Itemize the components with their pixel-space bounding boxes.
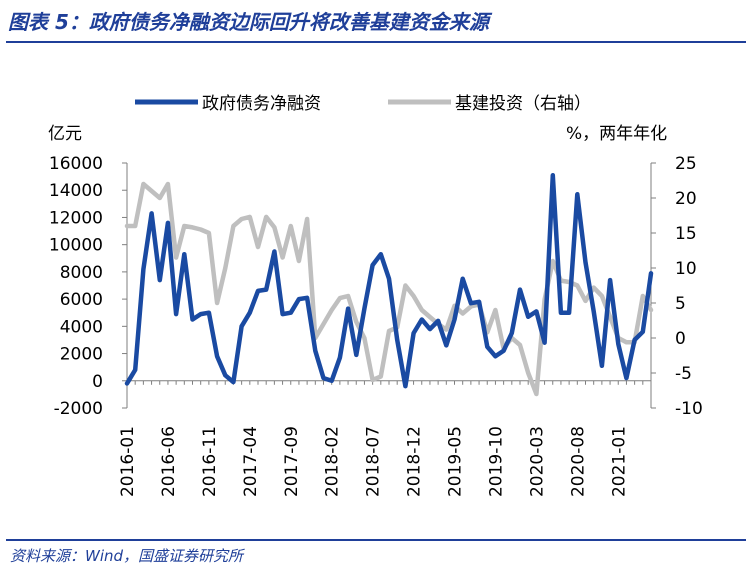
x-tick-label: 2018-02 (323, 426, 343, 497)
right-tick-label: 10 (675, 259, 697, 279)
left-tick-label: 2000 (60, 345, 103, 365)
chart-title: 图表 5：政府债务净融资边际回升将改善基建资金来源 (8, 10, 489, 34)
left-tick-label: 16000 (49, 154, 103, 174)
left-tick-label: 12000 (49, 208, 103, 228)
left-axis-unit: 亿元 (48, 124, 82, 144)
series-line-primary (124, 173, 654, 389)
x-tick-label: 2018-12 (405, 426, 425, 497)
right-tick-label: 5 (675, 294, 686, 314)
right-tick-label: 0 (675, 329, 686, 349)
legend: 政府债务净融资 基建投资（右轴） (135, 94, 591, 114)
legend-label-secondary: 基建投资（右轴） (455, 94, 591, 114)
x-tick-label: 2017-04 (241, 426, 261, 497)
right-tick-label: 25 (675, 154, 697, 174)
bottom-divider (6, 539, 746, 541)
left-tick-label: 14000 (49, 181, 103, 201)
series-layer (124, 173, 654, 397)
x-tick-label: 2020-08 (568, 426, 588, 497)
top-divider (6, 41, 746, 43)
source-note: 资料来源：Wind，国盛证券研究所 (10, 547, 244, 565)
right-tick-label: -10 (675, 399, 703, 419)
x-tick-label: 2017-09 (282, 426, 302, 497)
chart: 政府债务净融资 基建投资（右轴） 亿元 %，两年年化 -2000 0 2000 400… (48, 94, 703, 497)
left-tick-label: 4000 (60, 317, 103, 337)
x-tick-label: 2016-01 (118, 426, 138, 497)
right-axis: -10 -5 0 5 10 15 20 25 (650, 154, 703, 419)
x-tick-label: 2019-05 (446, 426, 466, 497)
x-axis: 2016-01 2016-06 2016-11 2017-04 2017-09 2018-… (118, 380, 652, 497)
x-tick-label: 2018-07 (364, 426, 384, 497)
left-tick-label: 8000 (60, 263, 103, 283)
left-tick-label: 6000 (60, 290, 103, 310)
right-axis-unit: %，两年年化 (566, 124, 667, 144)
left-tick-label: 0 (92, 372, 103, 392)
left-tick-label: -2000 (54, 399, 103, 419)
x-tick-label: 2016-06 (159, 426, 179, 497)
legend-label-primary: 政府债务净融资 (202, 94, 321, 114)
left-tick-label: 10000 (49, 236, 103, 256)
x-tick-label: 2019-10 (486, 426, 506, 497)
right-tick-label: 20 (675, 189, 697, 209)
series-line-secondary (124, 181, 654, 397)
left-axis: -2000 0 2000 4000 6000 8000 10000 12000 14000 160… (49, 154, 128, 419)
x-tick-label: 2016-11 (200, 426, 220, 497)
x-tick-label: 2020-03 (527, 426, 547, 497)
x-tick-label: 2021-01 (609, 426, 629, 497)
right-tick-label: 15 (675, 224, 697, 244)
right-tick-label: -5 (675, 364, 692, 384)
